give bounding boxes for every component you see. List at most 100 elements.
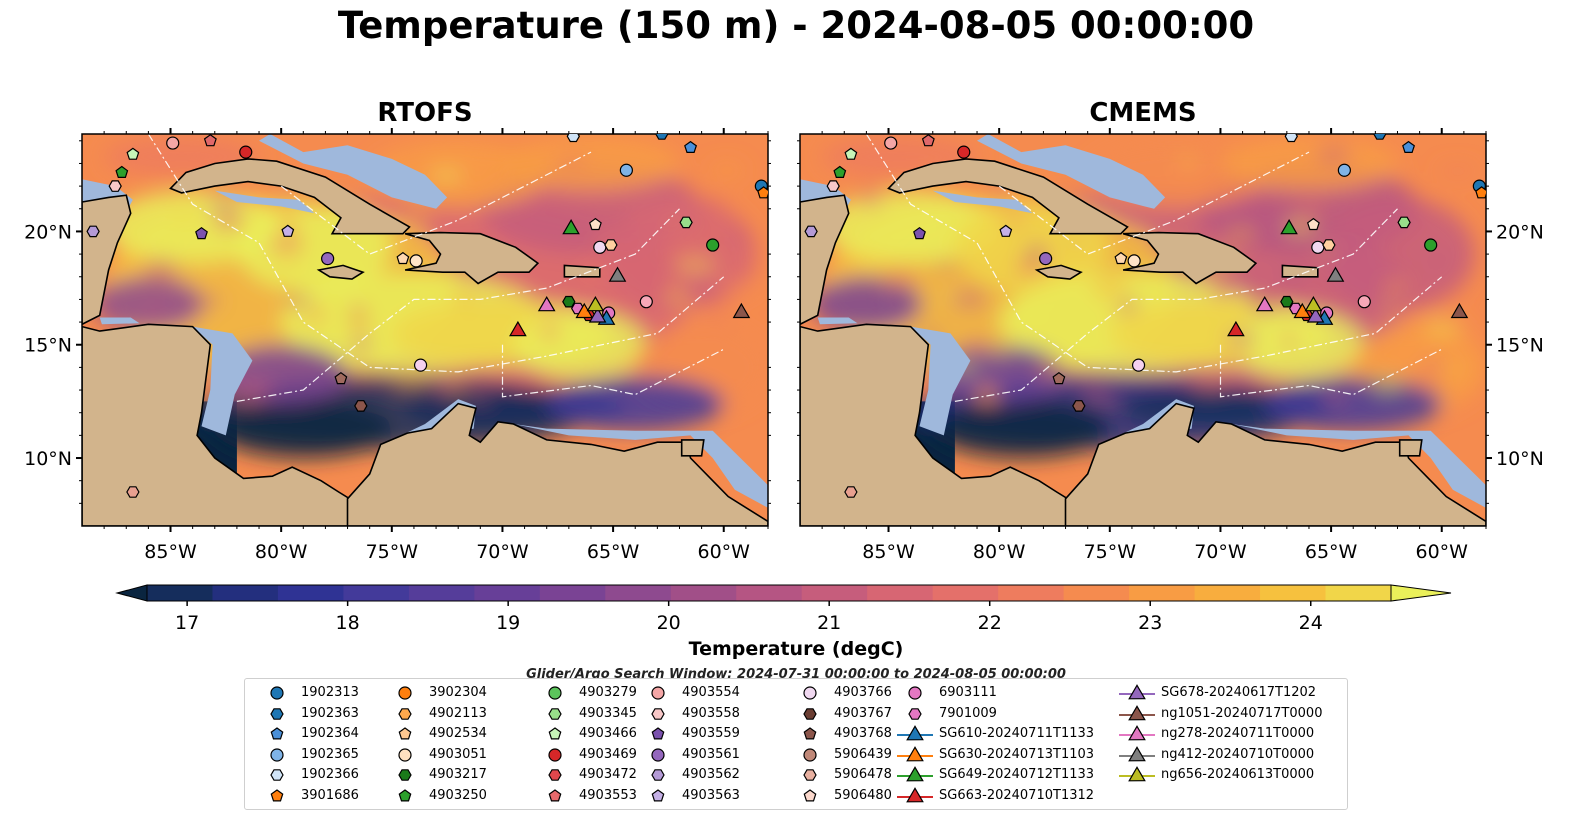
hexagon-marker-icon xyxy=(270,707,284,720)
legend-label: 4903469 xyxy=(579,746,637,762)
marker-4903561 xyxy=(321,252,335,266)
hexagon-marker-icon xyxy=(270,769,284,781)
pentagon-marker-icon xyxy=(548,788,562,801)
marker-4903563 xyxy=(999,224,1013,237)
eez-boundary xyxy=(865,134,1443,373)
legend-label: 4903559 xyxy=(682,726,740,741)
land-south_america xyxy=(346,402,768,526)
marker-4903250 xyxy=(833,165,847,178)
marker-1902366 xyxy=(1284,134,1298,143)
x-tick-label: 70°W xyxy=(1194,541,1247,563)
y-tick-label: 10°N xyxy=(1496,448,1544,470)
pentagon-marker-icon xyxy=(803,788,817,801)
marker-SG678-20240617T1202 xyxy=(1306,307,1325,323)
pentagon-marker-icon xyxy=(651,788,665,801)
marker-4903768 xyxy=(1052,371,1066,385)
marker-4903562 xyxy=(804,225,818,238)
y-tick-label: 20°N xyxy=(24,221,72,243)
shelf-bahamas xyxy=(259,134,448,209)
circle-marker-icon xyxy=(651,747,665,762)
legend-label: 1902366 xyxy=(301,767,359,782)
y-tick-label: 10°N xyxy=(24,448,72,470)
hexagon-marker-icon xyxy=(803,707,817,720)
marker-4903562 xyxy=(86,225,100,238)
pentagon-marker-icon xyxy=(803,727,817,740)
marker-4903466 xyxy=(126,147,140,160)
colorbar-segment xyxy=(1260,585,1327,601)
x-tick-label: 60°W xyxy=(698,541,751,563)
triangle-marker-icon xyxy=(1119,704,1155,720)
marker-ng656-20240613T0000 xyxy=(1304,296,1323,312)
marker-4903051 xyxy=(409,254,423,268)
marker-1902363 xyxy=(1373,134,1387,140)
legend-label: 3901686 xyxy=(301,787,359,803)
marker-5906439 xyxy=(639,295,653,309)
marker-4903766 xyxy=(1311,240,1325,254)
marker-1902363 xyxy=(655,134,669,140)
legend-label: 4903553 xyxy=(579,787,637,803)
circle-marker-icon xyxy=(398,686,412,700)
marker-4902113 xyxy=(604,239,618,251)
eez-boundary xyxy=(236,208,680,402)
marker-4903558 xyxy=(108,180,122,192)
circle-marker-icon xyxy=(548,686,562,700)
colorbar-segment xyxy=(736,585,803,601)
legend-label: 5906439 xyxy=(834,746,892,762)
colorbar-label: Temperature (degC) xyxy=(688,638,904,660)
colorbar-segment xyxy=(1325,585,1392,601)
colorbar-segment xyxy=(212,585,279,601)
colorbar-tick-label: 19 xyxy=(496,612,520,634)
legend-label: 4903767 xyxy=(834,705,892,721)
x-tick-label: 80°W xyxy=(255,541,308,563)
shelf-cuba_south xyxy=(932,190,1033,214)
marker-ng656-20240613T0000 xyxy=(586,296,605,312)
map-panel-cmems: 85°W 80°W 75°W 70°W 65°W 60°W 10°N 15°N 20°N xyxy=(797,128,1544,563)
colorbar-segment xyxy=(474,585,541,601)
marker-4902534 xyxy=(1114,251,1128,265)
colorbar-segment xyxy=(147,585,213,601)
marker-4903554 xyxy=(884,136,898,150)
map-frame xyxy=(81,133,769,527)
land-south_america xyxy=(1064,402,1486,526)
triangle-marker-icon xyxy=(1119,745,1155,761)
colorbar-tick-label: 23 xyxy=(1138,612,1162,634)
legend-label: 4903217 xyxy=(429,767,487,782)
legend-label: 4903562 xyxy=(682,767,740,782)
y-tick-label: 15°N xyxy=(1496,335,1544,357)
marker-5906439 xyxy=(1357,295,1371,309)
pentagon-marker-icon xyxy=(270,727,284,740)
colorbar-segment xyxy=(1194,585,1261,601)
marker-ng1051-20240717T0000 xyxy=(732,302,751,319)
marker-4903469 xyxy=(957,145,971,159)
triangle-marker-icon xyxy=(897,725,933,741)
land-trinidad xyxy=(1398,439,1423,457)
y-tick-label: 20°N xyxy=(1496,221,1544,243)
colorbar-tick-label: 22 xyxy=(978,612,1002,634)
shelf-venezuela_shelf xyxy=(513,424,768,508)
legend-label: 4903250 xyxy=(429,787,487,803)
triangle-marker-icon xyxy=(1119,725,1155,741)
marker-4903558 xyxy=(826,180,840,192)
marker-5906480 xyxy=(1306,217,1320,231)
colorbar-tick-label: 21 xyxy=(817,612,841,634)
land-trinidad xyxy=(680,439,705,457)
pentagon-marker-icon xyxy=(548,727,562,740)
marker-5906478 xyxy=(126,486,140,498)
figure-title: Temperature (150 m) - 2024-08-05 00:00:0… xyxy=(337,4,1255,47)
legend-label: SG663-20240710T1312 xyxy=(939,787,1095,803)
marker-4903768 xyxy=(334,371,348,385)
x-tick-label: 85°W xyxy=(144,541,197,563)
land-puerto_rico xyxy=(1281,264,1319,278)
legend-label: 4902534 xyxy=(429,726,487,741)
marker-SG663-20240710T1312 xyxy=(1227,320,1245,337)
legend-label: 7901009 xyxy=(939,705,997,721)
land-jamaica xyxy=(1034,264,1083,280)
marker-4903767 xyxy=(1072,400,1086,412)
marker-3902304 xyxy=(1131,358,1146,372)
marker-1902365 xyxy=(619,163,633,177)
land-cuba xyxy=(169,158,411,235)
pentagon-marker-icon xyxy=(270,788,284,801)
triangle-marker-icon xyxy=(897,745,933,761)
marker-4903561 xyxy=(1039,252,1053,266)
